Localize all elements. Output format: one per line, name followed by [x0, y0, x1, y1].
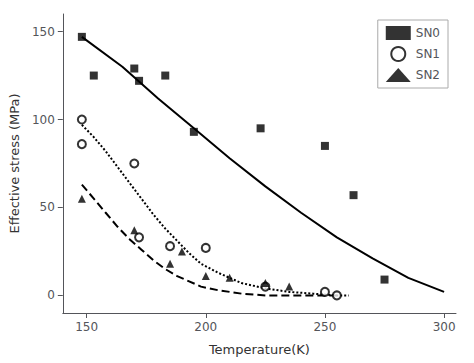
svg-text:SN0: SN0: [416, 26, 440, 40]
svg-text:SN1: SN1: [416, 47, 440, 61]
svg-text:Effective stress (MPa): Effective stress (MPa): [7, 93, 22, 233]
svg-text:SN2: SN2: [416, 68, 440, 82]
svg-text:150: 150: [75, 320, 98, 334]
svg-text:Temperature(K): Temperature(K): [208, 342, 310, 357]
svg-text:300: 300: [433, 320, 456, 334]
svg-text:50: 50: [40, 200, 55, 214]
svg-text:250: 250: [313, 320, 336, 334]
svg-text:0: 0: [47, 288, 55, 302]
svg-text:150: 150: [32, 25, 55, 39]
svg-text:200: 200: [194, 320, 217, 334]
svg-text:100: 100: [32, 113, 55, 127]
